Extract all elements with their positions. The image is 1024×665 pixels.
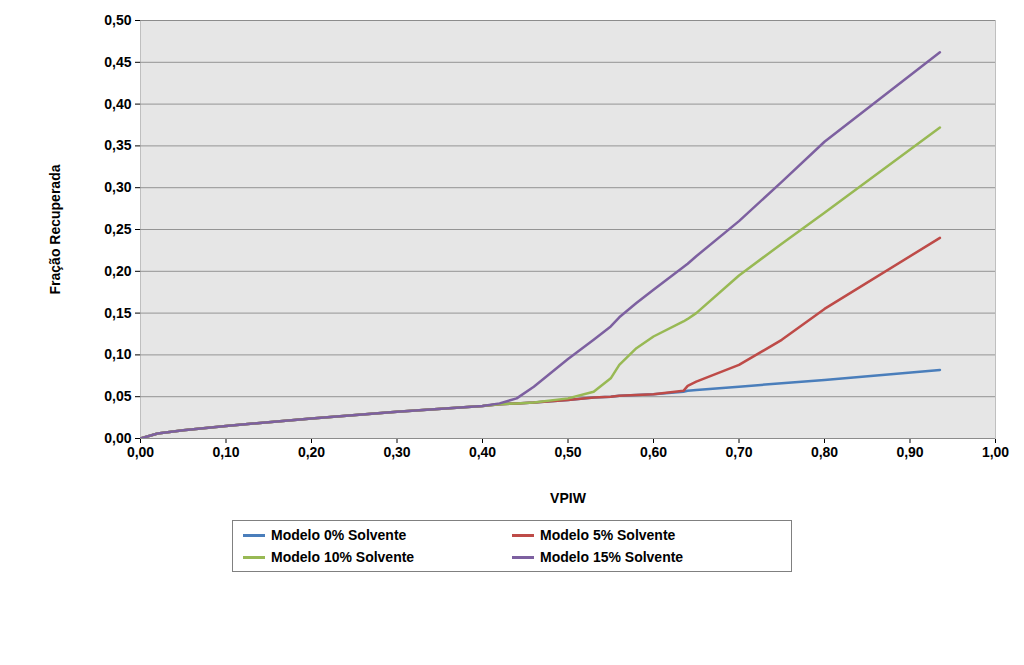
html-text:Modelo 10% Solvente: Modelo 10% Solvente (271, 549, 415, 565)
svg-text:0,90: 0,90 (896, 444, 923, 460)
svg-text:0,20: 0,20 (298, 444, 325, 460)
svg-text:0,50: 0,50 (104, 12, 131, 28)
svg-text:0,30: 0,30 (383, 444, 410, 460)
html-text:Modelo 0% Solvente: Modelo 0% Solvente (271, 527, 407, 543)
svg-text:0,20: 0,20 (104, 263, 131, 279)
svg-text:0,25: 0,25 (104, 221, 131, 237)
svg-text:0,50: 0,50 (554, 444, 581, 460)
svg-text:0,40: 0,40 (104, 96, 131, 112)
svg-text:0,70: 0,70 (725, 444, 752, 460)
svg-text:0,05: 0,05 (104, 388, 131, 404)
svg-text:0,00: 0,00 (127, 444, 154, 460)
svg-text:Fração Recuperada: Fração Recuperada (47, 164, 63, 294)
svg-text:0,10: 0,10 (212, 444, 239, 460)
svg-text:0,40: 0,40 (469, 444, 496, 460)
svg-text:0,00: 0,00 (104, 430, 132, 446)
svg-text:VPIW: VPIW (550, 490, 587, 506)
svg-text:0,15: 0,15 (104, 305, 131, 321)
svg-text:0,10: 0,10 (104, 346, 131, 362)
svg-text:0,35: 0,35 (104, 137, 131, 153)
svg-text:1,00: 1,00 (982, 444, 1009, 460)
svg-text:0,80: 0,80 (811, 444, 838, 460)
html-text:Modelo 5% Solvente: Modelo 5% Solvente (540, 527, 676, 543)
svg-text:0,30: 0,30 (104, 179, 131, 195)
svg-text:0,60: 0,60 (640, 444, 667, 460)
svg-text:0,45: 0,45 (104, 54, 131, 70)
html-text:Modelo 15% Solvente: Modelo 15% Solvente (540, 549, 684, 565)
